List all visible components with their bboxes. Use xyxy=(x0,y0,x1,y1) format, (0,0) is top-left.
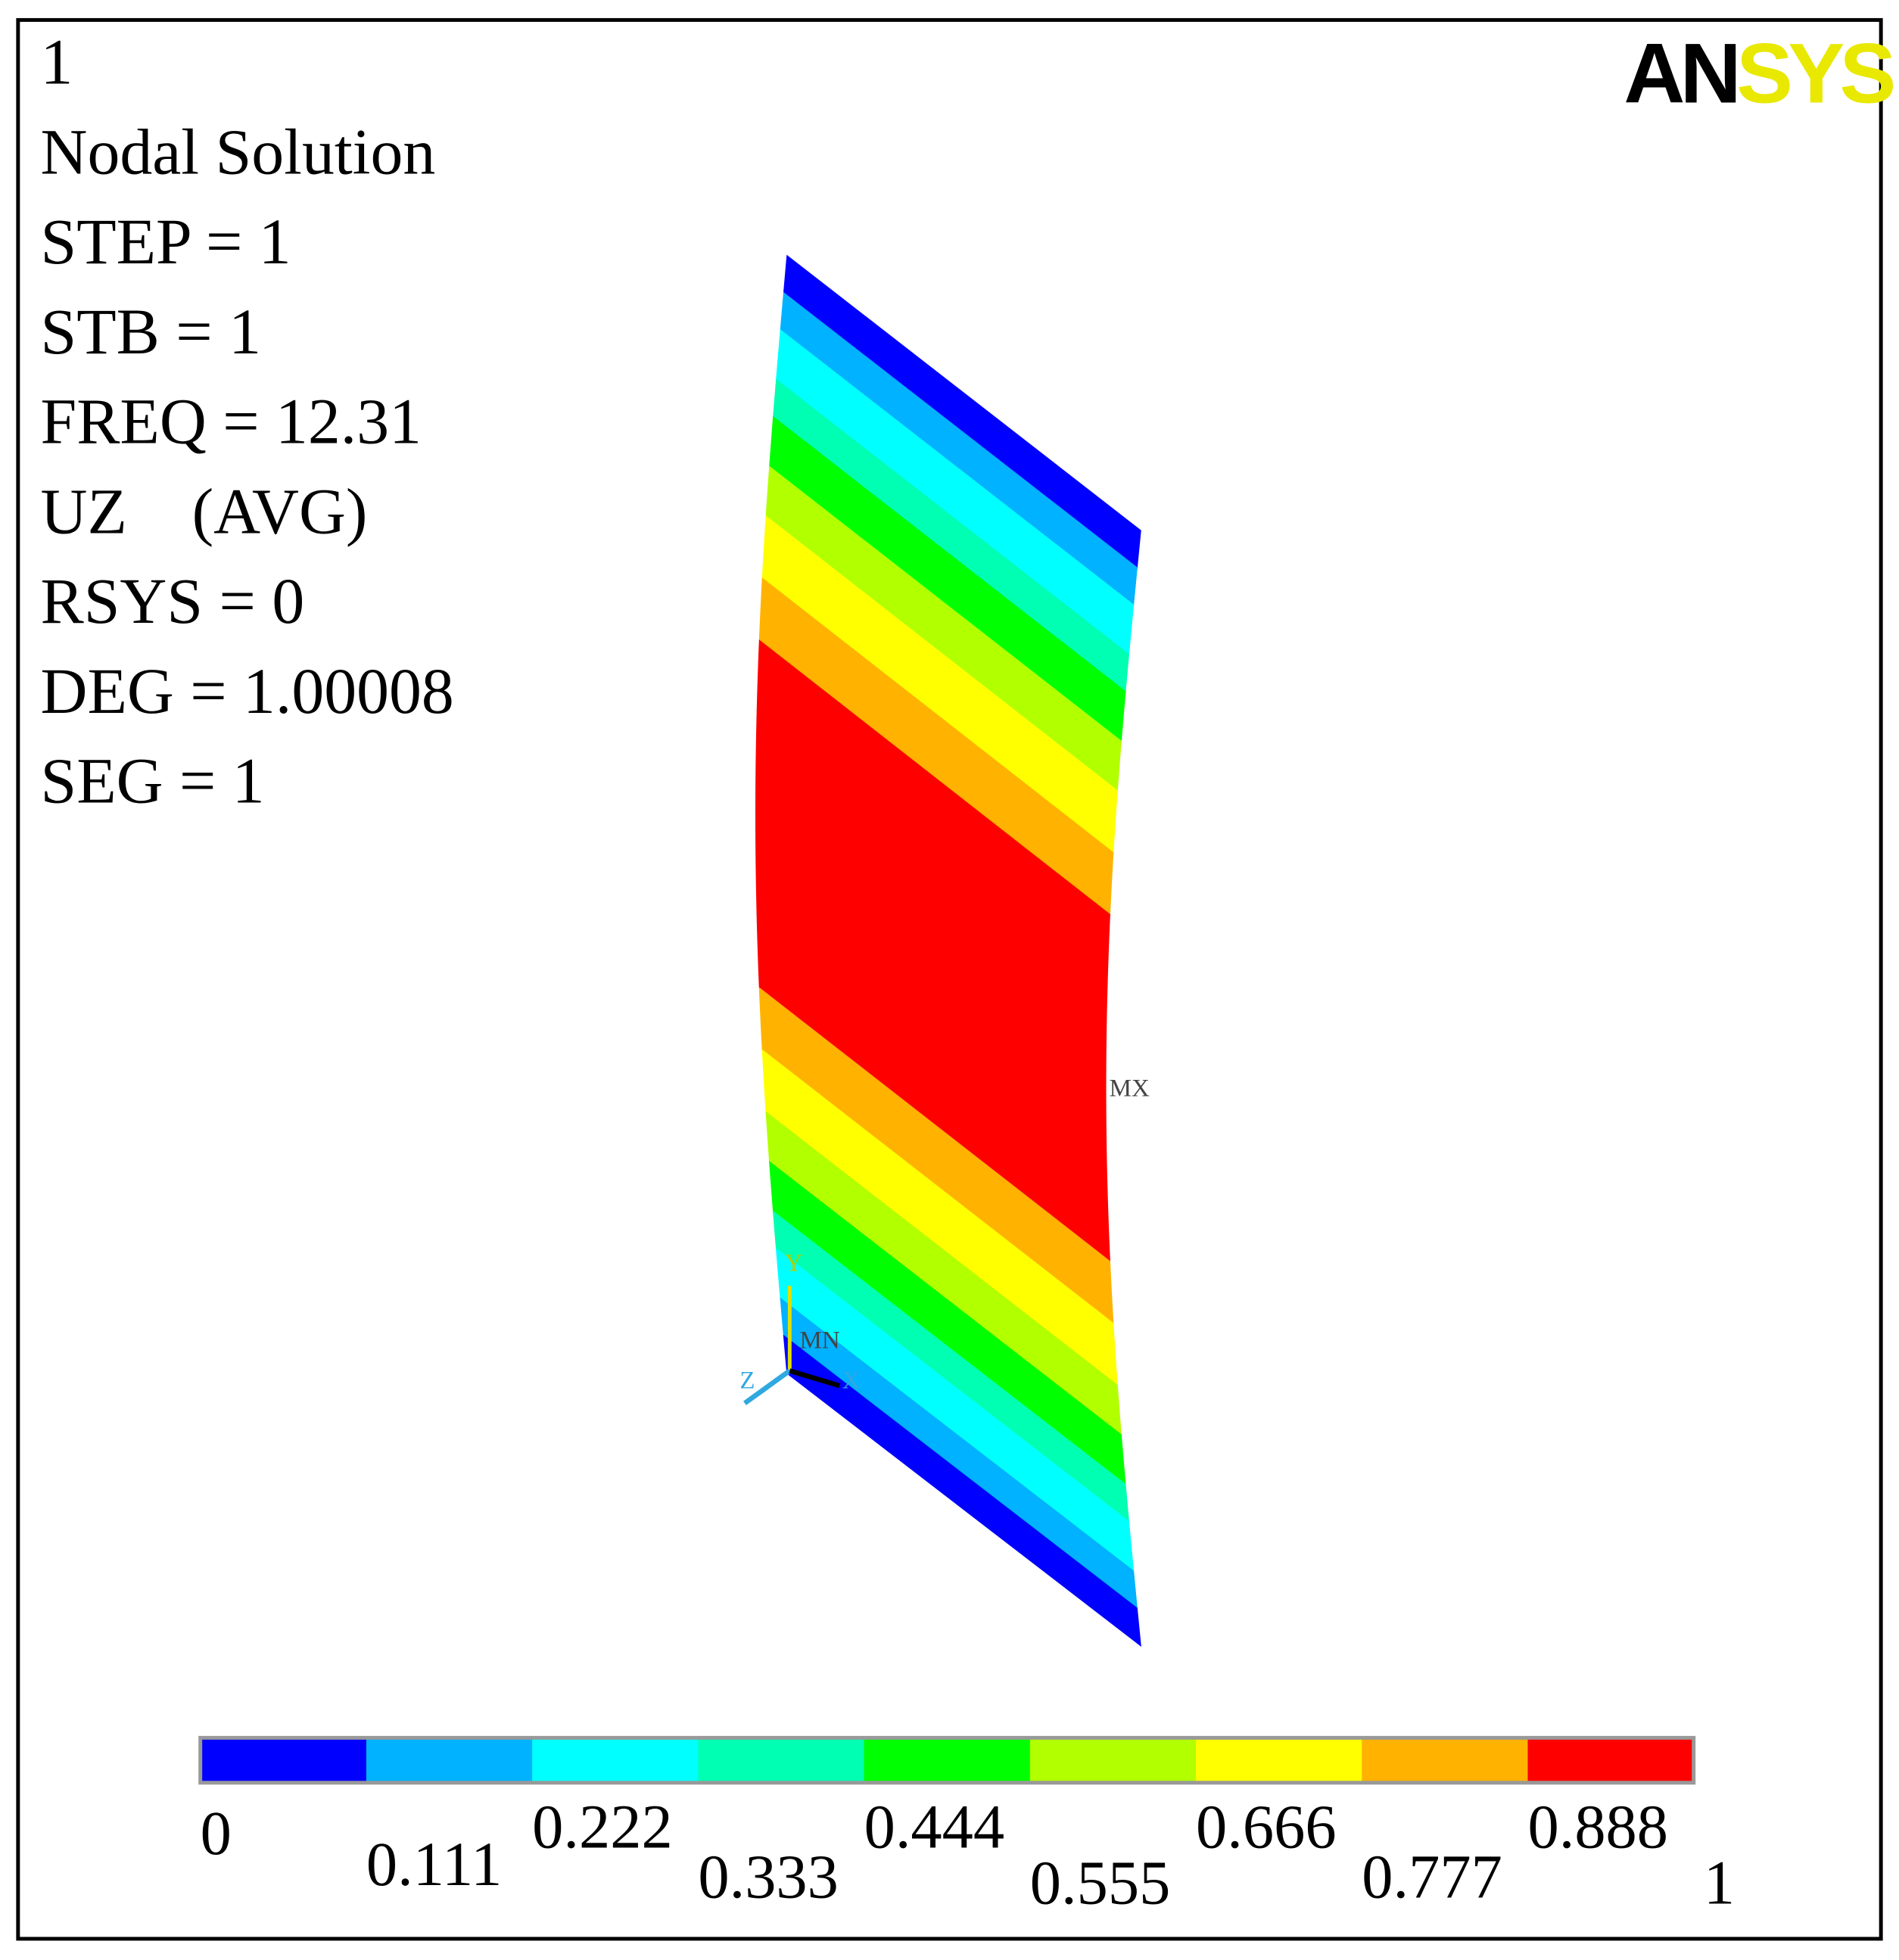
colorbar-label: 0.888 xyxy=(1527,1793,1668,1862)
min-marker: MN xyxy=(800,1327,840,1355)
colorbar-segment xyxy=(1362,1738,1529,1783)
info-line: STB = 1 xyxy=(41,296,261,368)
colorbar-label: 0.777 xyxy=(1362,1843,1502,1912)
colorbar-segment xyxy=(366,1738,533,1783)
info-line: FREQ = 12.31 xyxy=(41,386,422,458)
info-line: RSYS = 0 xyxy=(41,565,305,637)
colorbar-label: 0.444 xyxy=(864,1793,1005,1862)
triad-x-axis xyxy=(789,1368,841,1389)
triad-z-axis xyxy=(743,1368,792,1405)
colorbar-label: 0.555 xyxy=(1030,1849,1171,1918)
max-marker: MX xyxy=(1110,1075,1150,1102)
info-line: Nodal Solution xyxy=(41,116,436,188)
colorbar-segment xyxy=(1029,1738,1197,1783)
colorbar: 0 0.111 0.222 0.333 0.444 0.555 0.666 0.777 0.88… xyxy=(198,1735,1735,1918)
colorbar-segment xyxy=(200,1738,367,1783)
info-line: DEG = 1.00008 xyxy=(41,655,454,727)
plate xyxy=(755,254,1141,1647)
info-line: SEG = 1 xyxy=(41,745,265,817)
contour-band xyxy=(783,1334,1141,1647)
colorbar-segment xyxy=(532,1738,699,1783)
colorbar-label: 0 xyxy=(201,1799,232,1868)
logo-left: AN xyxy=(1623,25,1736,120)
triad-y-label: Y xyxy=(785,1249,803,1277)
triad-z-label: Z xyxy=(739,1367,755,1394)
triad: Y Z X MN MX xyxy=(739,1075,1150,1405)
colorbar-label: 0.222 xyxy=(532,1793,673,1862)
info-line: 1 xyxy=(41,26,73,98)
logo-right: SYS xyxy=(1736,25,1893,120)
colorbar-segment xyxy=(864,1738,1031,1783)
info-line: STEP = 1 xyxy=(41,206,291,278)
colorbar-segment xyxy=(1196,1738,1363,1783)
colorbar-label: 0.666 xyxy=(1196,1793,1337,1862)
triad-x-label: X xyxy=(842,1367,861,1394)
colorbar-label: 0.333 xyxy=(698,1843,839,1912)
colorbar-label: 0.111 xyxy=(366,1830,502,1899)
info-block: 1 Nodal Solution STEP = 1 STB = 1 FREQ = 12.… xyxy=(41,26,454,817)
colorbar-segment xyxy=(1527,1738,1695,1783)
logo: ANSYS xyxy=(1623,25,1893,120)
info-line: UZ (AVG) xyxy=(41,475,368,547)
colorbar-border xyxy=(198,1735,1696,1785)
colorbar-label: 1 xyxy=(1704,1849,1735,1918)
colorbar-segment xyxy=(698,1738,865,1783)
